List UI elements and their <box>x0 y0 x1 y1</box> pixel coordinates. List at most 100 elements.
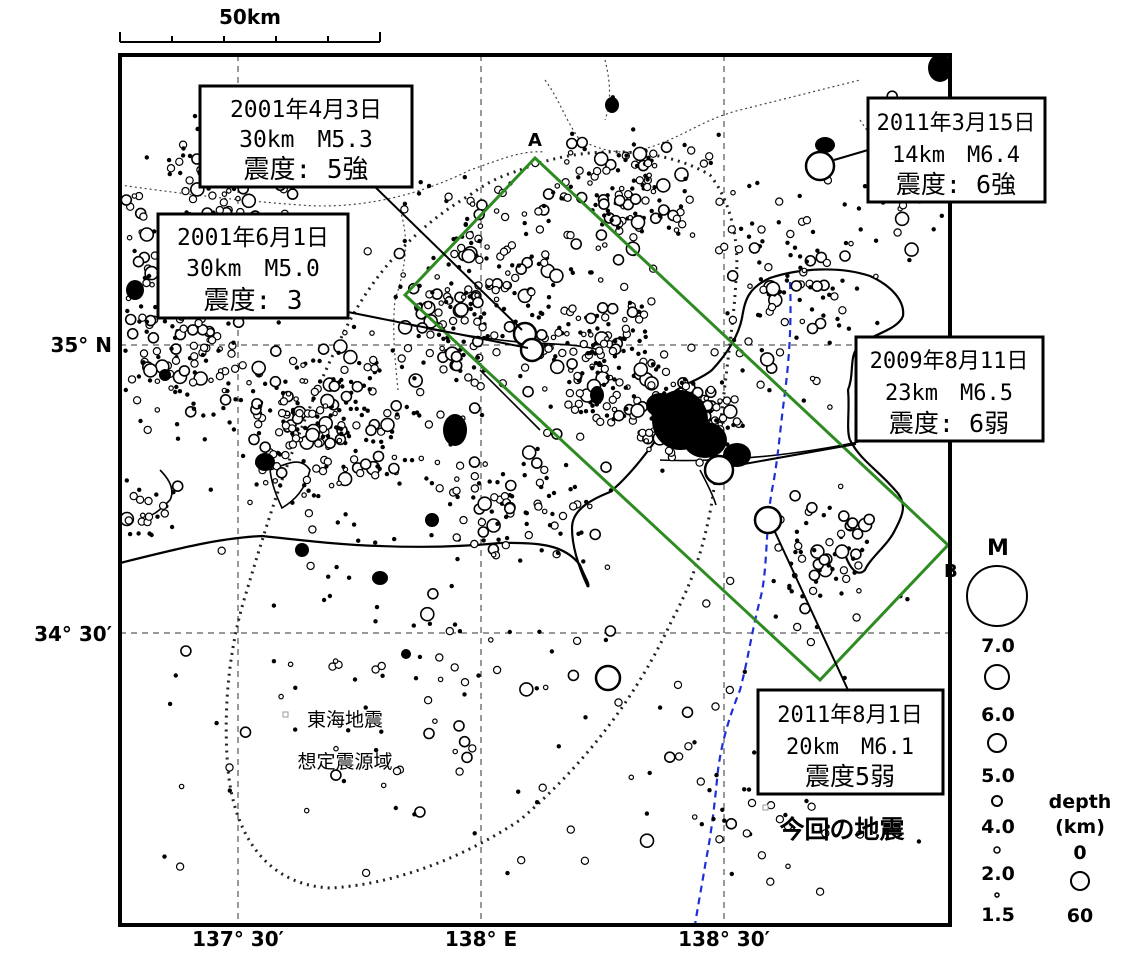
hypocenter-dot <box>371 439 376 444</box>
hypocenter-dot <box>639 229 645 234</box>
hypocenter-dot <box>725 425 730 430</box>
hypocenter-dot <box>730 189 736 196</box>
hypocenter-dot <box>583 409 589 414</box>
hypocenter-dot <box>412 812 417 817</box>
hypocenter-dot <box>492 665 502 675</box>
hypocenter-dot <box>452 748 459 755</box>
hypocenter-dot <box>200 352 206 358</box>
hypocenter-dot <box>208 487 213 492</box>
hypocenter-dot <box>476 673 481 678</box>
hypocenter-dot <box>842 574 851 584</box>
hypocenter-dot <box>120 194 133 206</box>
hypocenter-dot <box>725 817 738 830</box>
hypocenter-dot <box>650 362 656 367</box>
hypocenter-dot <box>759 352 775 367</box>
hypocenter-dot <box>639 310 649 319</box>
hypocenter-dot <box>453 302 469 318</box>
hypocenter-dot <box>616 153 621 158</box>
hypocenter-dot <box>649 149 658 158</box>
hypocenter-dot <box>601 242 608 248</box>
hypocenter-dot <box>278 693 284 700</box>
event-2011-03-15 <box>804 150 836 182</box>
hypocenter-dot <box>836 529 846 539</box>
magnitude-legend-title: M <box>987 536 1009 561</box>
hypocenter-dot <box>544 475 549 481</box>
hypocenter-dot <box>773 614 778 619</box>
hypocenter-dot <box>596 417 605 427</box>
hypocenter-dot <box>558 348 567 358</box>
hypocenter-dot <box>208 191 217 200</box>
hypocenter-dot <box>687 343 696 352</box>
hypocenter-dot <box>682 189 687 194</box>
hypocenter-dot <box>601 382 607 387</box>
legend-circle-m5 <box>987 733 1007 753</box>
hypocenter-dot <box>147 531 152 536</box>
hypocenter-dot <box>421 360 426 365</box>
hypocenter-dot <box>541 203 547 209</box>
hypocenter-dot <box>177 389 183 394</box>
callout-2001-06-01: 2001年6月1日 30km M5.0 震度: 3 <box>156 212 350 320</box>
hypocenter-dot <box>827 340 832 345</box>
hypocenter-dot <box>518 373 523 379</box>
hypocenter-dot <box>839 250 851 262</box>
hypocenter-dot <box>806 322 819 335</box>
hypocenter-dot <box>585 312 597 325</box>
hypocenter-dot <box>744 337 753 346</box>
hypocenter-dot <box>894 211 910 227</box>
hypocenter-dot <box>789 489 801 502</box>
hypocenter-dot <box>317 343 330 356</box>
hypocenter-dot <box>380 782 387 789</box>
hypocenter-dot <box>852 613 861 622</box>
hypocenter-dot <box>316 493 321 499</box>
hypocenter-dot <box>931 227 936 232</box>
hypocenter-dot <box>500 333 505 339</box>
hypocenter-dot <box>254 420 263 429</box>
hypocenter-dot <box>793 622 802 632</box>
hypocenter-dot <box>781 290 787 295</box>
hypocenter-dot <box>493 208 500 214</box>
hypocenter-dot <box>837 483 844 490</box>
hypocenter-dot <box>295 409 304 418</box>
hypocenter-dot <box>127 531 133 537</box>
hypocenter-dot <box>722 818 727 823</box>
hypocenter-dot <box>661 367 671 377</box>
hypocenter-dot <box>681 706 694 719</box>
hypocenter-dot <box>412 376 417 381</box>
hypocenter-dot <box>462 692 467 697</box>
hypocenter-dot <box>327 593 333 599</box>
callout-depth-mag: 20km M6.1 <box>786 735 914 760</box>
hypocenter-dot <box>435 484 444 493</box>
hypocenter-dot <box>789 589 794 594</box>
hypocenter-dot <box>613 194 626 207</box>
hypocenter-dot <box>717 398 723 404</box>
hypocenter-dot <box>647 381 656 390</box>
hypocenter-dot <box>600 364 610 374</box>
hypocenter-dot <box>400 272 407 278</box>
hypocenter-dot <box>756 380 765 389</box>
hypocenter-dot <box>646 172 653 179</box>
hypocenter-dot <box>655 178 671 193</box>
hypocenter-dot <box>363 363 372 372</box>
hypocenter-dot <box>691 814 698 820</box>
hypocenter-dot <box>311 396 316 401</box>
hypocenter-dot <box>418 455 425 462</box>
hypocenter-dot <box>804 259 809 264</box>
hypocenter-dot <box>375 464 380 469</box>
hypocenter-dot <box>304 509 314 518</box>
hypocenter-dot <box>414 410 420 415</box>
section-label-a: A <box>528 130 542 151</box>
lon-label-138: 138° E <box>445 927 517 951</box>
hypocenter-dot <box>337 408 342 413</box>
hypocenter-dot <box>139 349 149 358</box>
hypocenter-dot <box>590 403 595 408</box>
hypocenter-dot <box>427 621 433 626</box>
hypocenter-dot <box>566 322 571 327</box>
hypocenter-dot <box>434 308 443 317</box>
hypocenter-dot <box>402 457 408 463</box>
hypocenter-dot <box>439 365 448 374</box>
hypocenter-dot <box>138 304 144 309</box>
hypocenter-dot <box>430 290 435 295</box>
hypocenter-dot <box>230 364 240 373</box>
hypocenter-dot <box>755 180 760 186</box>
hypocenter-dot <box>838 306 847 315</box>
